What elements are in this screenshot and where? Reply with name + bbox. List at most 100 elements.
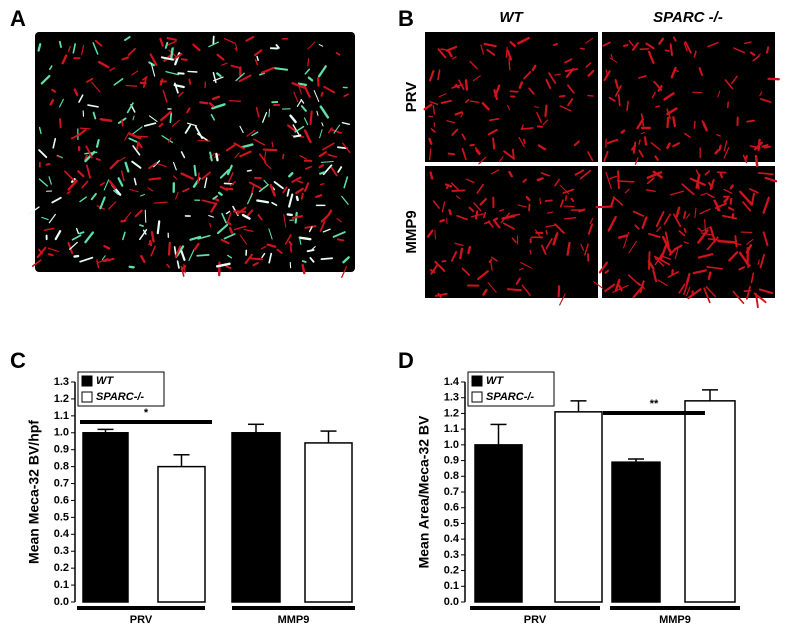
vessel xyxy=(178,91,184,97)
vessel xyxy=(441,201,446,213)
legend-label: SPARC-/- xyxy=(486,391,534,403)
vessel xyxy=(288,193,294,208)
vessel xyxy=(67,179,78,191)
vessel xyxy=(120,170,125,182)
x-tick-label: PRV xyxy=(524,614,547,626)
vessel xyxy=(167,137,172,143)
vessel xyxy=(752,55,760,62)
vessel xyxy=(150,245,156,257)
y-tick-label: 1.4 xyxy=(444,376,460,388)
vessel xyxy=(570,197,575,202)
vessel xyxy=(695,169,700,175)
vessel xyxy=(303,85,311,98)
vessel xyxy=(759,253,765,269)
vessel xyxy=(59,118,62,129)
vessel xyxy=(261,252,266,259)
vessel xyxy=(488,117,500,122)
vessel xyxy=(303,117,309,126)
vessel xyxy=(545,230,548,235)
vessel xyxy=(199,101,209,105)
vessel xyxy=(730,75,738,85)
vessel xyxy=(684,41,692,54)
vessel xyxy=(223,233,236,240)
vessel xyxy=(38,178,48,187)
vessel xyxy=(295,187,304,195)
vessel xyxy=(446,49,453,58)
vessel xyxy=(153,201,168,204)
micrograph xyxy=(602,32,775,162)
vessel xyxy=(73,254,80,258)
vessel xyxy=(131,70,139,76)
vessel xyxy=(189,235,202,241)
vessel xyxy=(159,37,164,47)
y-tick-label: 0.8 xyxy=(54,461,69,473)
vessel xyxy=(162,89,168,103)
vessel xyxy=(563,217,577,220)
y-tick-label: 0.4 xyxy=(54,528,70,540)
vessel xyxy=(666,107,678,116)
vessel xyxy=(122,231,126,241)
vessel xyxy=(428,148,432,161)
vessel xyxy=(559,293,566,306)
vessel xyxy=(492,137,496,150)
vessel xyxy=(620,129,626,134)
vessel xyxy=(678,230,686,237)
vessel xyxy=(228,226,234,234)
vessel xyxy=(103,179,110,191)
vessel xyxy=(657,279,668,287)
vessel xyxy=(437,48,447,59)
vessel xyxy=(318,44,324,47)
vessel xyxy=(318,151,327,158)
vessel xyxy=(180,58,188,61)
vessel xyxy=(196,254,210,257)
vessel xyxy=(90,192,97,201)
vessel xyxy=(27,206,40,215)
vessel xyxy=(437,292,442,298)
category-bar xyxy=(232,606,355,610)
vessel xyxy=(428,137,433,145)
vessel xyxy=(541,244,547,255)
y-tick-label: 0.9 xyxy=(54,444,69,456)
vessel xyxy=(490,169,500,175)
vessel xyxy=(528,87,535,95)
category-bar xyxy=(470,606,600,610)
vessel xyxy=(248,181,262,190)
vessel xyxy=(188,249,195,261)
y-tick-label: 0.5 xyxy=(444,517,459,529)
vessel xyxy=(227,254,233,259)
vessel xyxy=(694,207,697,219)
vessel xyxy=(722,214,738,220)
vessel xyxy=(320,91,324,97)
vessel xyxy=(753,292,767,304)
vessel xyxy=(79,256,94,263)
vessel xyxy=(251,131,259,137)
vessel xyxy=(717,90,721,98)
vessel xyxy=(509,90,519,93)
vessel xyxy=(598,261,609,274)
vessel xyxy=(480,44,484,55)
vessel xyxy=(589,217,594,225)
vessel xyxy=(511,237,517,244)
vessel xyxy=(506,288,522,292)
y-axis-label: Mean Meca-32 BV/hpf xyxy=(26,420,42,564)
vessel xyxy=(623,231,630,249)
vessel xyxy=(464,98,470,104)
vessel xyxy=(226,164,233,176)
vessel xyxy=(147,187,154,192)
vessel xyxy=(239,150,252,158)
vessel xyxy=(706,266,724,270)
vessel xyxy=(247,192,254,205)
vessel xyxy=(309,257,315,263)
vessel xyxy=(219,185,229,191)
vessel xyxy=(319,105,330,119)
vessel xyxy=(609,175,618,180)
vessel xyxy=(536,177,544,182)
vessel xyxy=(525,195,531,202)
vessel xyxy=(221,212,227,224)
vessel xyxy=(212,76,224,82)
vessel xyxy=(77,170,85,178)
y-tick-label: 0.6 xyxy=(444,502,459,514)
vessel xyxy=(699,208,711,215)
vessel xyxy=(632,210,645,217)
vessel xyxy=(148,177,162,181)
